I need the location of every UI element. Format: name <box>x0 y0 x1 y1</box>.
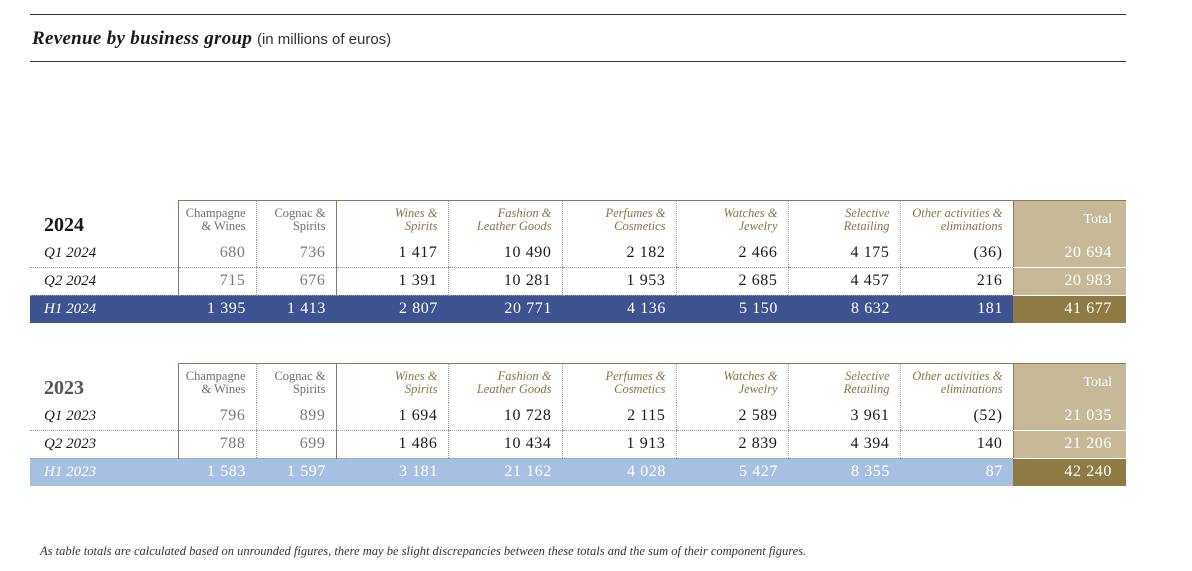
header-fashion-leather: Fashion & Leather Goods <box>447 200 562 240</box>
cell-selective-retailing: 3 961 <box>787 402 900 431</box>
footnote: As table totals are calculated based on … <box>40 544 807 558</box>
cell-cognac-spirits: 899 <box>255 402 337 431</box>
cell-cognac-spirits: 736 <box>255 239 337 268</box>
header-selective-retailing: Selective Retailing <box>787 200 900 240</box>
table-row: Q1 2023 796 899 1 694 10 728 2 115 2 589… <box>30 402 1126 431</box>
cell-wines-spirits: 1 417 <box>335 239 448 268</box>
row-label: H1 2024 <box>30 295 178 323</box>
title-text: Revenue by business group <box>32 28 253 49</box>
header-perfumes-cosmetics: Perfumes & Cosmetics <box>561 200 676 240</box>
subtitle-text: (in millions of euros) <box>256 31 392 48</box>
cell-perfumes-cosmetics: 4 028 <box>562 458 676 486</box>
table-row: Q2 2023 788 699 1 486 10 434 1 913 2 839… <box>30 430 1126 459</box>
cell-other-activities: 181 <box>900 295 1013 323</box>
cell-selective-retailing: 4 175 <box>787 239 900 268</box>
page-title: Revenue by business group (in millions o… <box>32 28 391 50</box>
cell-wines-spirits: 2 807 <box>336 295 448 323</box>
cell-watches-jewelry: 2 589 <box>675 402 788 431</box>
row-label: Q1 2023 <box>30 402 178 431</box>
cell-other-activities: 87 <box>900 458 1013 486</box>
header-selective-retailing: Selective Retailing <box>787 363 900 403</box>
cell-perfumes-cosmetics: 2 182 <box>561 239 676 268</box>
header-total: Total <box>1012 363 1126 403</box>
header-watches-jewelry: Watches & Jewelry <box>675 200 788 240</box>
header-row: 2023 Champagne & Wines Cognac & Spirits Wi… <box>30 363 1126 403</box>
cell-perfumes-cosmetics: 2 115 <box>561 402 676 431</box>
revenue-table-2024: 2024 Champagne & Wines Cognac & Spirits Wi… <box>30 200 1126 323</box>
row-label: Q1 2024 <box>30 239 178 268</box>
cell-champagne-wines: 715 <box>177 267 256 296</box>
year-label: 2023 <box>44 376 84 399</box>
cell-fashion-leather: 10 434 <box>447 430 562 459</box>
header-other-activities: Other activities & eliminations <box>899 363 1013 403</box>
cell-other-activities: 216 <box>899 267 1013 296</box>
header-champagne-wines: Champagne & Wines <box>177 200 256 240</box>
cell-champagne-wines: 788 <box>177 430 256 459</box>
cell-other-activities: (36) <box>899 239 1013 268</box>
row-label: Q2 2024 <box>30 267 178 296</box>
cell-cognac-spirits: 699 <box>255 430 337 459</box>
table-row: Q1 2024 680 736 1 417 10 490 2 182 2 466… <box>30 239 1126 268</box>
summary-row-h1-2024: H1 2024 1 395 1 413 2 807 20 771 4 136 5… <box>30 295 1126 323</box>
cell-total: 21 035 <box>1012 402 1126 431</box>
cell-fashion-leather: 10 281 <box>447 267 562 296</box>
cell-champagne-wines: 1 583 <box>178 458 256 486</box>
cell-fashion-leather: 10 490 <box>447 239 562 268</box>
cell-other-activities: (52) <box>899 402 1013 431</box>
cell-champagne-wines: 1 395 <box>178 295 256 323</box>
summary-row-h1-2023: H1 2023 1 583 1 597 3 181 21 162 4 028 5… <box>30 458 1126 486</box>
header-watches-jewelry: Watches & Jewelry <box>675 363 788 403</box>
cell-selective-retailing: 4 457 <box>787 267 900 296</box>
row-label: Q2 2023 <box>30 430 178 459</box>
cell-wines-spirits: 1 694 <box>335 402 448 431</box>
header-wines-spirits: Wines & Spirits <box>335 363 448 403</box>
cell-fashion-leather: 21 162 <box>448 458 562 486</box>
header-fashion-leather: Fashion & Leather Goods <box>447 363 562 403</box>
cell-perfumes-cosmetics: 1 913 <box>561 430 676 459</box>
cell-watches-jewelry: 2 466 <box>675 239 788 268</box>
year-label: 2024 <box>44 213 84 236</box>
cell-total: 20 983 <box>1012 267 1126 296</box>
cell-perfumes-cosmetics: 1 953 <box>561 267 676 296</box>
cell-perfumes-cosmetics: 4 136 <box>562 295 676 323</box>
cell-watches-jewelry: 2 685 <box>675 267 788 296</box>
title-underline <box>30 61 1126 62</box>
revenue-table-2023: 2023 Champagne & Wines Cognac & Spirits Wi… <box>30 363 1126 486</box>
cell-cognac-spirits: 676 <box>255 267 337 296</box>
cell-other-activities: 140 <box>899 430 1013 459</box>
header-total: Total <box>1012 200 1126 240</box>
cell-selective-retailing: 8 355 <box>788 458 900 486</box>
cell-cognac-spirits: 1 413 <box>256 295 336 323</box>
cell-selective-retailing: 8 632 <box>788 295 900 323</box>
top-rule <box>30 14 1126 15</box>
header-cognac-spirits: Cognac & Spirits <box>255 363 336 403</box>
table-row: Q2 2024 715 676 1 391 10 281 1 953 2 685… <box>30 267 1126 296</box>
cell-watches-jewelry: 5 427 <box>676 458 788 486</box>
cell-cognac-spirits: 1 597 <box>256 458 336 486</box>
cell-wines-spirits: 3 181 <box>336 458 448 486</box>
cell-watches-jewelry: 2 839 <box>675 430 788 459</box>
header-row: 2024 Champagne & Wines Cognac & Spirits Wi… <box>30 200 1126 240</box>
cell-wines-spirits: 1 391 <box>335 267 448 296</box>
cell-total: 41 677 <box>1013 295 1126 323</box>
header-perfumes-cosmetics: Perfumes & Cosmetics <box>561 363 676 403</box>
cell-champagne-wines: 680 <box>177 239 256 268</box>
header-champagne-wines: Champagne & Wines <box>177 363 256 403</box>
cell-selective-retailing: 4 394 <box>787 430 900 459</box>
cell-total: 42 240 <box>1013 458 1126 486</box>
cell-champagne-wines: 796 <box>177 402 256 431</box>
row-label: H1 2023 <box>30 458 178 486</box>
cell-fashion-leather: 10 728 <box>447 402 562 431</box>
cell-wines-spirits: 1 486 <box>335 430 448 459</box>
cell-fashion-leather: 20 771 <box>448 295 562 323</box>
header-cognac-spirits: Cognac & Spirits <box>255 200 336 240</box>
header-other-activities: Other activities & eliminations <box>899 200 1013 240</box>
cell-total: 21 206 <box>1012 430 1126 459</box>
header-wines-spirits: Wines & Spirits <box>335 200 448 240</box>
cell-total: 20 694 <box>1012 239 1126 268</box>
cell-watches-jewelry: 5 150 <box>676 295 788 323</box>
